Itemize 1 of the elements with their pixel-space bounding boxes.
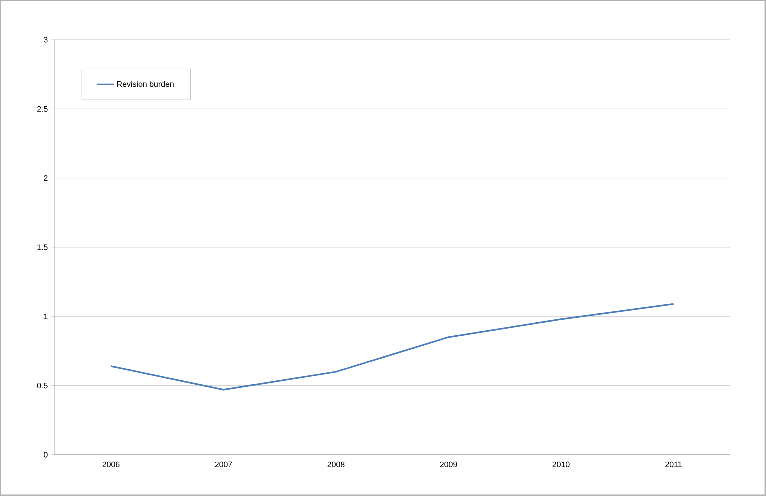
line-series bbox=[110, 303, 675, 391]
